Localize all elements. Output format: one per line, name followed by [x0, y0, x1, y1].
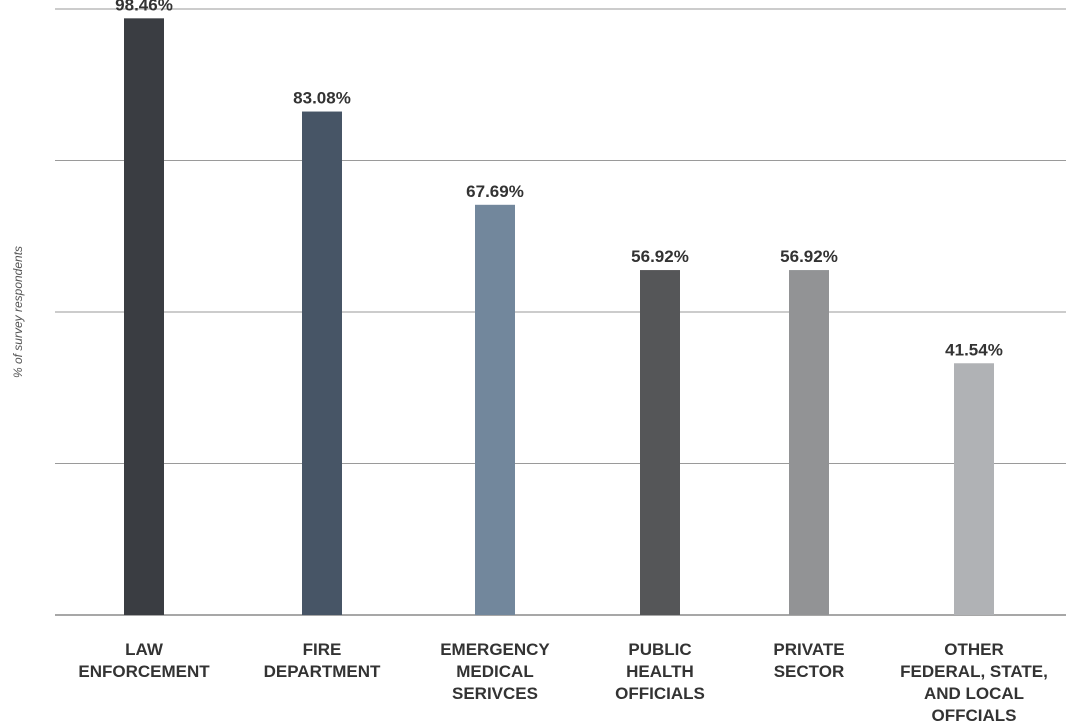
x-tick-label: LAW ENFORCEMENT: [54, 639, 234, 683]
bar: [954, 363, 994, 615]
value-label: 98.46%: [115, 0, 173, 14]
x-tick-label-line: ENFORCEMENT: [78, 662, 210, 681]
x-tick-label: EMERGENCY MEDICAL SERIVCES: [405, 639, 585, 705]
bar: [124, 18, 164, 616]
x-tick-label-line: FEDERAL, STATE,: [900, 662, 1048, 681]
value-label: 83.08%: [293, 89, 351, 108]
bar: [302, 111, 342, 615]
bar: [789, 270, 829, 615]
x-tick-label: PUBLIC HEALTH OFFICIALS: [570, 639, 750, 705]
x-tick-label-line: OTHER: [944, 640, 1004, 659]
x-tick-label-line: SERIVCES: [452, 684, 538, 703]
x-tick-label-line: SECTOR: [773, 662, 845, 681]
bar: [640, 270, 680, 615]
x-tick-label-line: EMERGENCY: [440, 640, 550, 659]
value-labels: 98.46% 83.08% 67.69% 56.92% 56.92% 41.54%: [115, 0, 1003, 359]
gridlines: [55, 8, 1066, 616]
x-tick-label-line: DEPARTMENT: [263, 662, 381, 681]
bars: [124, 18, 994, 616]
x-tick-label-line: AND LOCAL: [923, 684, 1025, 703]
x-tick-label-line: OFFCIALS: [931, 706, 1017, 725]
x-tick-label: FIRE DEPARTMENT: [232, 639, 412, 683]
x-tick-label: OTHER FEDERAL, STATE, AND LOCAL OFFCIALS: [884, 639, 1064, 727]
value-label: 56.92%: [631, 247, 689, 266]
value-label: 41.54%: [945, 340, 1003, 359]
bar: [475, 204, 515, 616]
x-tick-label-line: OFFICIALS: [615, 684, 705, 703]
x-tick-label: PRIVATE SECTOR: [719, 639, 899, 683]
x-tick-label-line: FIRE: [302, 640, 342, 659]
y-axis-label: % of survey respondents: [11, 245, 25, 379]
x-tick-label-line: PRIVATE: [773, 640, 845, 659]
x-tick-label-line: LAW: [125, 640, 163, 659]
x-tick-label-line: HEALTH: [626, 662, 694, 681]
x-tick-label-line: PUBLIC: [628, 640, 692, 659]
value-label: 56.92%: [780, 247, 838, 266]
x-tick-label-line: MEDICAL: [456, 662, 534, 681]
value-label: 67.69%: [466, 182, 524, 201]
